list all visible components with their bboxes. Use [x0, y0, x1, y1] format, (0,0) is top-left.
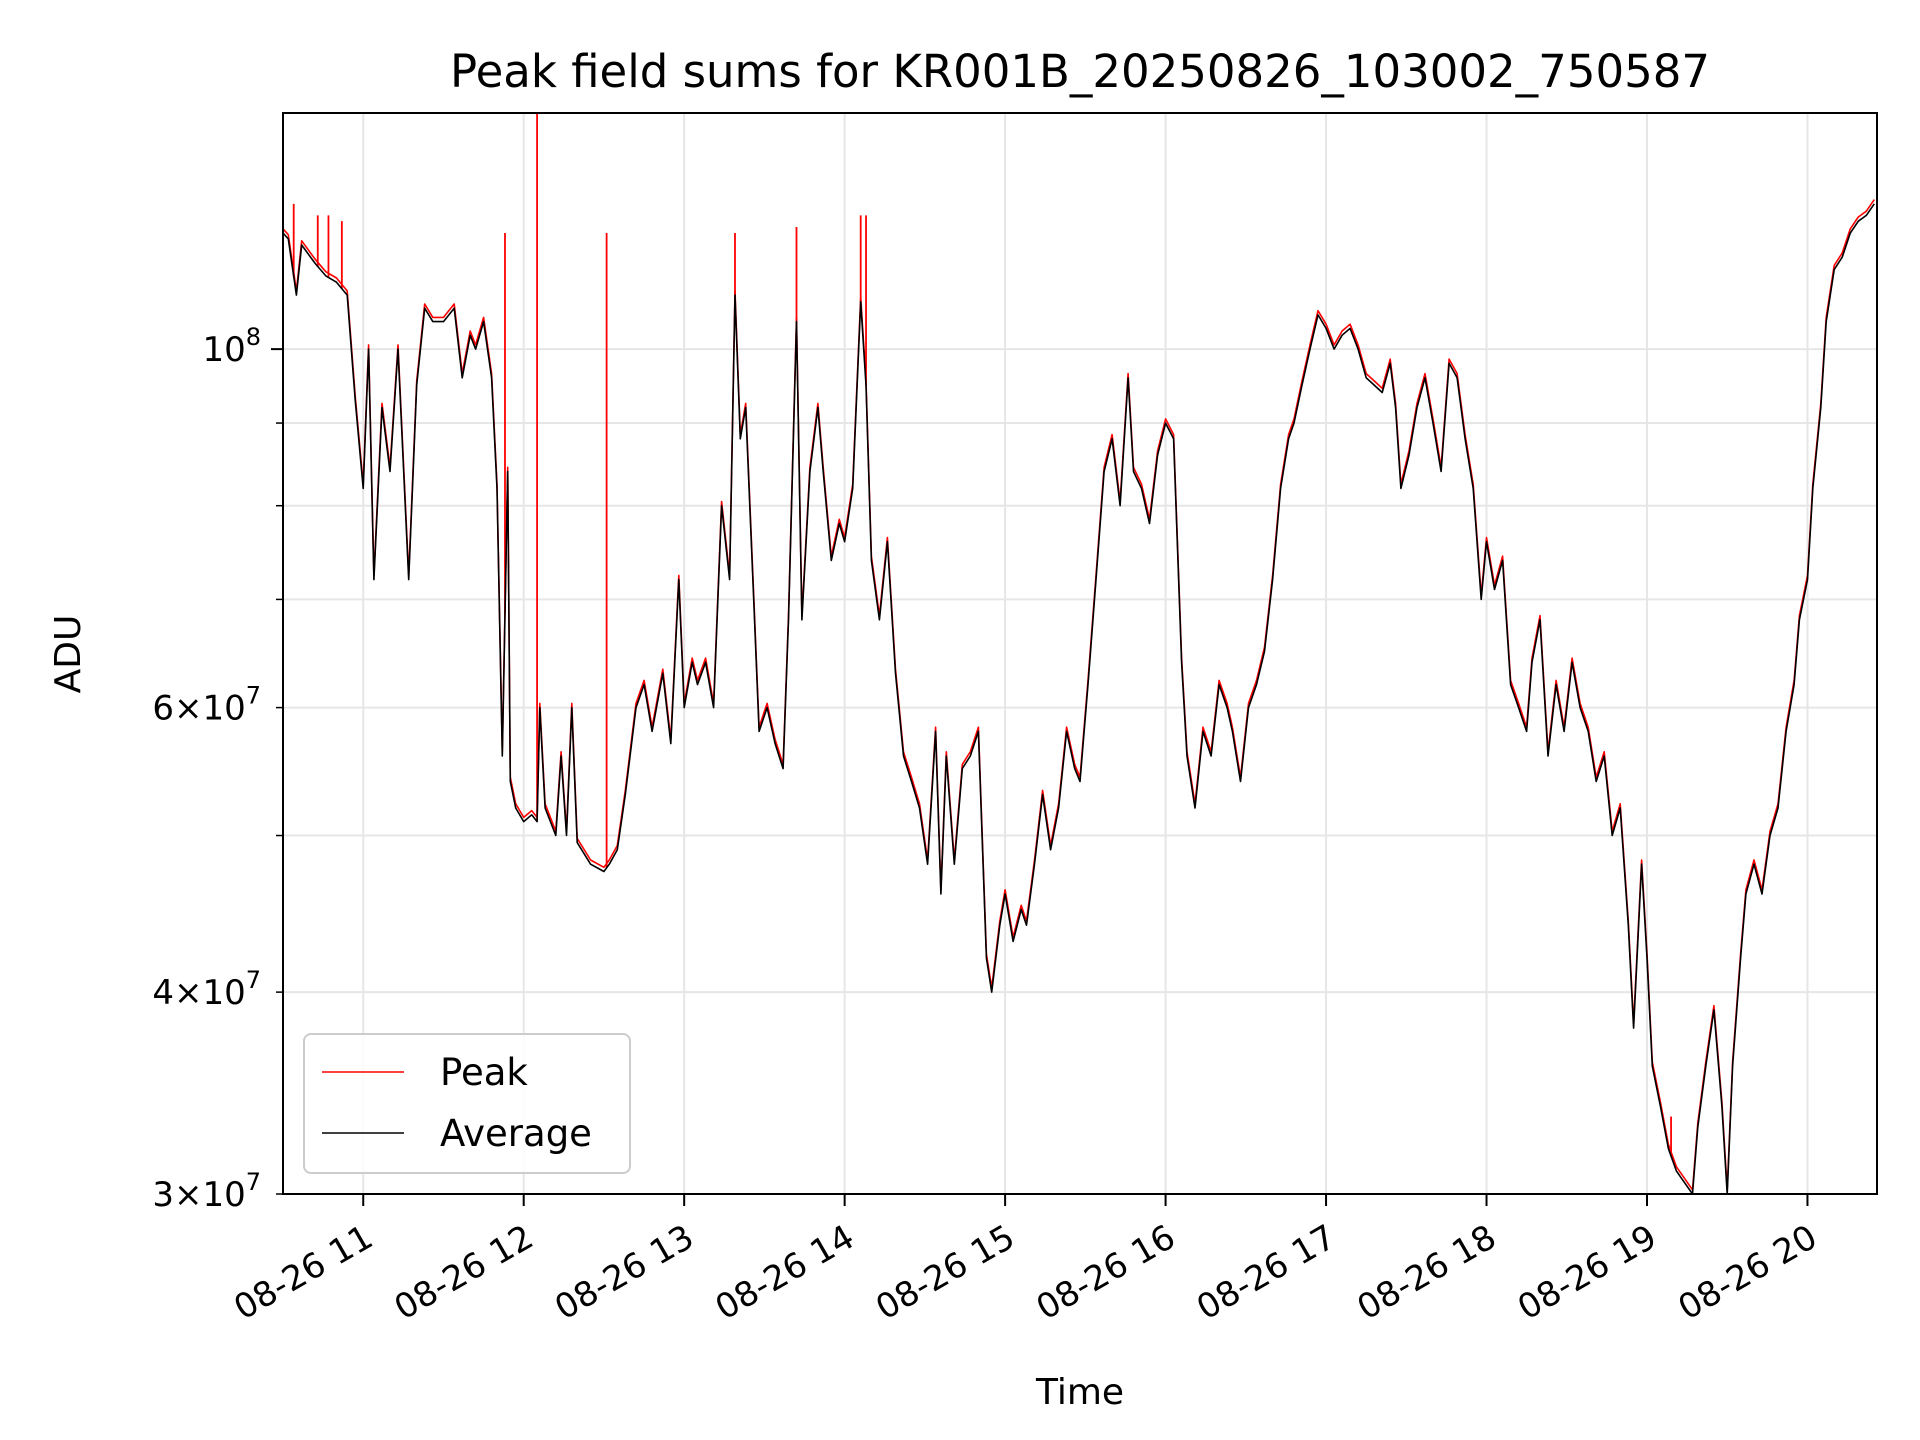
series-peak-line [283, 199, 1875, 1191]
legend-peak-label: Peak [440, 1051, 528, 1094]
legend: Peak Average [303, 1033, 631, 1174]
plot-frame [282, 112, 1878, 1195]
y-axis: 108 3×107 4×107 6×107 [152, 323, 283, 1215]
chart-title: Peak field sums for KR001B_20250826_1030… [450, 45, 1710, 98]
grid [283, 113, 1877, 1195]
series-layer [283, 113, 1875, 1194]
legend-box [303, 1033, 631, 1174]
plot-area [283, 113, 1875, 1194]
y-tick-label: 6×107 [152, 682, 261, 729]
y-tick-label: 108 [202, 323, 261, 370]
series-average-line [283, 203, 1875, 1194]
y-axis-label: ADU [48, 615, 89, 694]
legend-average-label: Average [440, 1112, 592, 1155]
y-tick-label: 3×107 [152, 1168, 261, 1215]
x-axis-label: Time [1035, 1372, 1124, 1413]
y-tick-label: 4×107 [152, 966, 261, 1013]
